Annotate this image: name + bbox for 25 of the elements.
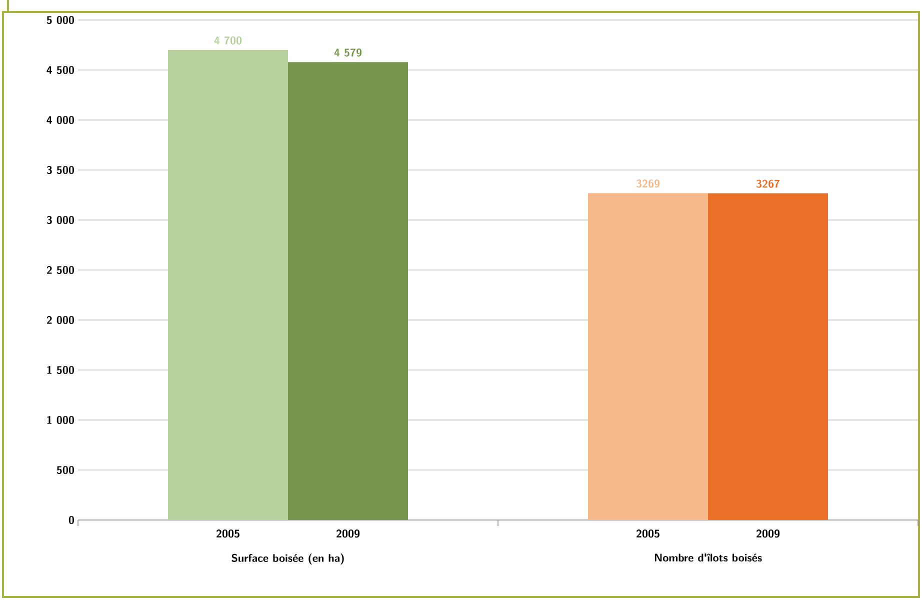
bar [708,193,828,520]
y-tick-label: 4 500 [46,66,74,74]
bar [288,62,408,520]
y-tick-label: 3 000 [46,216,74,224]
y-tick-label: 1 500 [47,366,74,374]
x-tick-label: Surface boisée (en ha) [232,554,344,564]
data-label: 4 579 [334,48,362,57]
y-tick-label: 500 [56,466,74,474]
data-label: 3267 [756,180,780,188]
text: 2005 [636,530,660,538]
text: 2009 [756,530,780,538]
y-tick-label: 2 500 [46,266,74,274]
x-tick-label: Nombre d'îlots boisés [654,554,762,562]
series-label: 2005 [216,530,240,538]
bar [588,193,708,520]
y-tick-label: 0 [68,516,74,524]
y-tick-label: 4 000 [46,116,74,124]
y-tick-label: 2 000 [46,316,74,324]
bar [168,50,288,520]
y-tick-label: 1 000 [47,416,74,424]
data-label: 4 700 [214,36,242,44]
data-label: 3269 [636,179,660,188]
series-label: 2009 [336,530,360,538]
y-tick-label: 3 500 [46,166,74,174]
y-tick-label: 5 000 [46,16,74,24]
